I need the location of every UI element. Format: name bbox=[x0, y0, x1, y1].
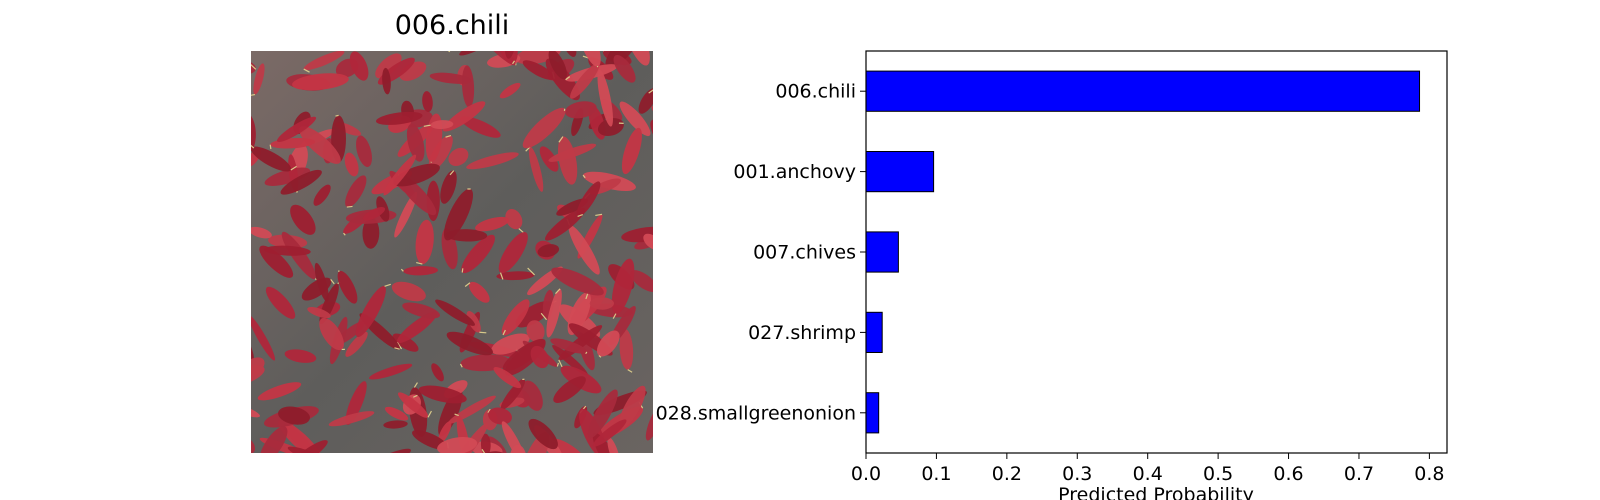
y-tick-label: 001.anchovy bbox=[733, 161, 856, 183]
x-tick-label: 0.3 bbox=[1062, 463, 1092, 485]
y-tick-label: 027.shrimp bbox=[748, 322, 856, 344]
y-tick-labels: 006.chili 001.anchovy 007.chives 027.shrimp… bbox=[656, 81, 866, 424]
x-tick-label: 0.0 bbox=[851, 463, 881, 485]
bar bbox=[865, 392, 880, 434]
bar bbox=[865, 231, 899, 273]
y-tick-label: 006.chili bbox=[775, 81, 856, 103]
bar bbox=[865, 311, 883, 353]
chili-photo bbox=[251, 51, 653, 453]
x-tick-label: 0.1 bbox=[921, 463, 951, 485]
x-tick-label: 0.8 bbox=[1414, 463, 1444, 485]
y-tick-label: 007.chives bbox=[753, 242, 856, 264]
bar bbox=[865, 70, 1421, 112]
bar bbox=[865, 151, 935, 193]
x-axis-label: Predicted Probability bbox=[1058, 484, 1254, 500]
x-tick-label: 0.2 bbox=[992, 463, 1022, 485]
image-title: 006.chili bbox=[394, 10, 510, 41]
bars-layer bbox=[865, 70, 1421, 434]
y-tick-label: 028.smallgreenonion bbox=[656, 402, 856, 424]
x-tick-label: 0.6 bbox=[1273, 463, 1303, 485]
x-tick-labels: 0.0 0.1 0.2 0.3 0.4 0.5 0.6 0.7 0.8 bbox=[851, 453, 1445, 485]
x-tick-label: 0.5 bbox=[1203, 463, 1233, 485]
x-tick-label: 0.7 bbox=[1344, 463, 1374, 485]
x-tick-label: 0.4 bbox=[1133, 463, 1163, 485]
